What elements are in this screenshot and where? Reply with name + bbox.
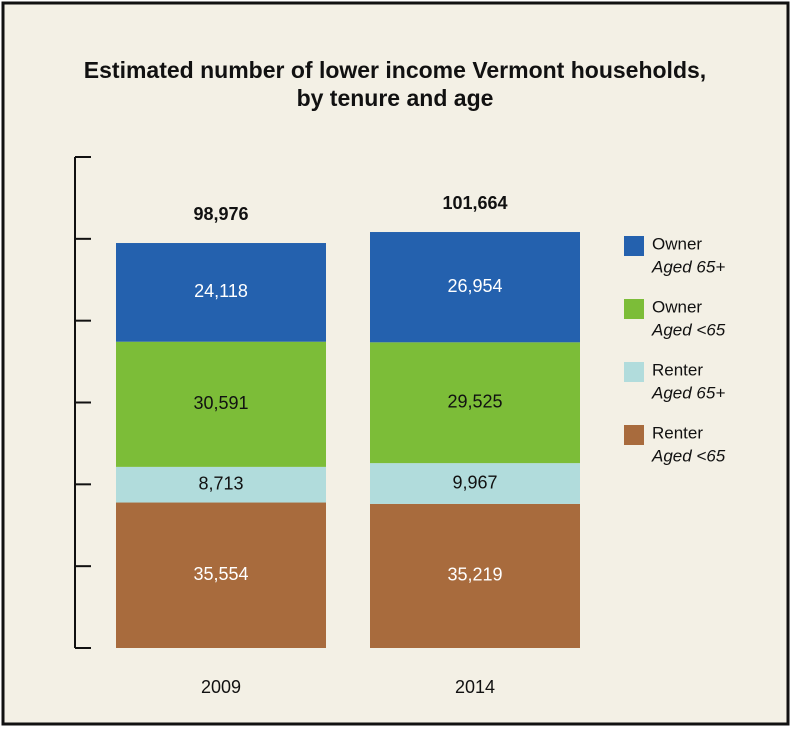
- bar-segment: [370, 232, 580, 343]
- legend-sublabel: Aged <65: [651, 446, 726, 465]
- legend-sublabel: Aged <65: [651, 320, 726, 339]
- total-label: 101,664: [442, 193, 507, 213]
- value-label: 35,219: [447, 565, 502, 585]
- legend-sublabel: Aged 65+: [651, 257, 725, 276]
- value-label: 29,525: [447, 391, 502, 411]
- value-label: 26,954: [447, 276, 502, 296]
- x-tick-label: 2014: [455, 677, 495, 697]
- total-label: 98,976: [193, 204, 248, 224]
- value-label: 35,554: [193, 564, 248, 584]
- legend-swatch: [624, 425, 644, 445]
- bar-segment: [116, 243, 326, 342]
- bar-segment: [116, 466, 326, 503]
- bar-segment: [116, 502, 326, 648]
- legend-label: Owner: [652, 234, 702, 253]
- value-label: 24,118: [194, 281, 248, 301]
- legend-swatch: [624, 299, 644, 319]
- bar-segment: [370, 342, 580, 464]
- chart-title: Estimated number of lower income Vermont…: [84, 57, 706, 83]
- value-label: 8,713: [198, 473, 243, 493]
- bar-segment: [116, 341, 326, 467]
- x-tick-label: 2009: [201, 677, 241, 697]
- bar-segment: [370, 503, 580, 648]
- legend-label: Owner: [652, 297, 702, 316]
- value-label: 30,591: [193, 393, 248, 413]
- chart-title: by tenure and age: [297, 85, 494, 111]
- legend-label: Renter: [652, 360, 703, 379]
- value-label: 9,967: [452, 472, 497, 492]
- legend-sublabel: Aged 65+: [651, 383, 725, 402]
- legend-swatch: [624, 236, 644, 256]
- legend-label: Renter: [652, 423, 703, 442]
- bar-segment: [370, 463, 580, 504]
- legend-swatch: [624, 362, 644, 382]
